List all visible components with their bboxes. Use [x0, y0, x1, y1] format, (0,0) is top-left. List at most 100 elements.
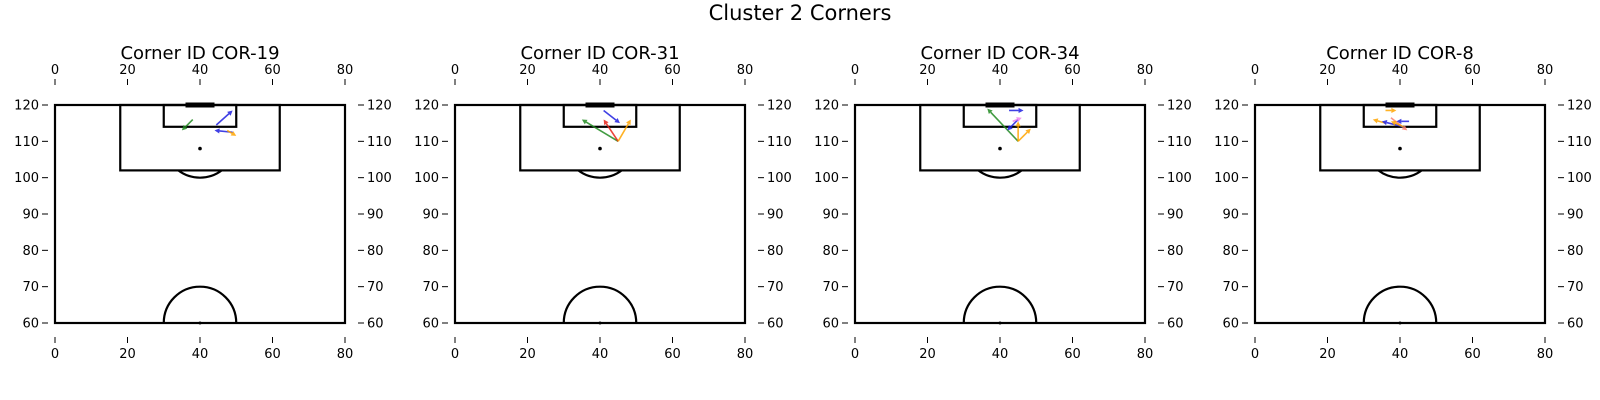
y-tick-label: 110 [414, 135, 439, 150]
y-tick-label: 60 [422, 317, 439, 332]
y-tick-label: 90 [22, 208, 39, 223]
y-tick-label: 100 [367, 171, 392, 186]
y-tick-label: 60 [367, 317, 384, 332]
penalty-spot [998, 146, 1002, 151]
y-tick-label: 90 [1167, 208, 1184, 223]
x-tick-label: 0 [1251, 347, 1259, 362]
penalty-arc [577, 169, 623, 179]
centre-circle [562, 285, 638, 324]
y-tick-label: 100 [767, 171, 792, 186]
y-tick-label: 110 [1567, 135, 1592, 150]
pitch-outline [53, 103, 347, 325]
x-tick-label: 20 [1319, 347, 1336, 362]
corner-pass-arrow [1009, 107, 1024, 114]
corner-pass-arrow [603, 109, 620, 124]
pitch-outline [453, 103, 747, 325]
x-tick-label: 80 [1137, 347, 1154, 362]
arrow-head [1391, 107, 1397, 114]
y-tick-label: 80 [822, 244, 839, 259]
arrow-shaft [1395, 122, 1404, 128]
corner-pass-arrow [1017, 128, 1031, 142]
panel-title: Corner ID COR-31 [520, 43, 679, 64]
arrow-head [1025, 128, 1031, 134]
x-tick-label: 40 [1392, 63, 1409, 78]
pitch-outline [853, 103, 1147, 325]
y-tick-label: 70 [767, 280, 784, 295]
corner-pass-arrow [226, 129, 237, 136]
x-tick-label: 60 [264, 347, 281, 362]
arrow-head [181, 125, 188, 131]
arrow-head [227, 110, 233, 116]
x-tick-label: 0 [451, 347, 459, 362]
x-tick-label: 20 [919, 347, 936, 362]
arrow-shaft [1010, 118, 1019, 128]
y-tick-label: 100 [1567, 171, 1592, 186]
arrow-head [230, 131, 237, 136]
x-tick-label: 40 [992, 347, 1009, 362]
y-tick-label: 70 [822, 280, 839, 295]
x-tick-label: 80 [737, 63, 754, 78]
arrow-shaft [990, 111, 1019, 142]
corner-pass-arrow [987, 108, 1019, 142]
arrow-shaft [617, 123, 629, 142]
x-tick-label: 20 [119, 63, 136, 78]
x-tick-label: 60 [1464, 347, 1481, 362]
x-tick-label: 80 [1537, 63, 1554, 78]
y-tick-label: 110 [1167, 135, 1192, 150]
panel-title: Corner ID COR-19 [120, 43, 279, 64]
y-tick-label: 80 [767, 244, 784, 259]
x-tick-label: 0 [851, 347, 859, 362]
arrow-head [1390, 120, 1397, 126]
pitch-panel: Corner ID COR-34 0 0 20 20 40 40 60 60 80 80 60 60 70… [814, 43, 1192, 362]
y-tick-label: 120 [367, 99, 392, 114]
y-tick-label: 80 [22, 244, 39, 259]
y-tick-label: 120 [1567, 99, 1592, 114]
x-tick-label: 0 [51, 63, 59, 78]
corner-pass-arrow [215, 110, 233, 126]
y-tick-label: 100 [14, 171, 39, 186]
arrow-head [1381, 120, 1388, 126]
y-tick-label: 70 [1222, 280, 1239, 295]
arrow-shaft [215, 113, 230, 126]
corner-pass-arrow [581, 119, 619, 143]
y-tick-label: 70 [367, 280, 384, 295]
arrow-head [1372, 118, 1379, 124]
y-tick-label: 120 [14, 99, 39, 114]
y-tick-label: 90 [822, 208, 839, 223]
x-tick-label: 20 [919, 63, 936, 78]
penalty-spot [198, 146, 202, 151]
y-tick-label: 60 [1167, 317, 1184, 332]
pitch-panel: Corner ID COR-19 0 0 20 20 40 40 60 60 80 80 60 60 70… [14, 43, 392, 362]
centre-spot [998, 321, 1002, 325]
corner-pass-arrow [1012, 117, 1022, 123]
x-tick-label: 40 [192, 347, 209, 362]
y-tick-label: 120 [1214, 99, 1239, 114]
arrow-shaft [605, 123, 619, 142]
corner-pass-arrow [181, 118, 194, 131]
x-tick-label: 40 [592, 63, 609, 78]
y-tick-label: 60 [1222, 317, 1239, 332]
arrow-head [581, 119, 588, 125]
arrow-head [987, 108, 993, 115]
x-tick-label: 20 [519, 347, 536, 362]
y-tick-label: 110 [14, 135, 39, 150]
panel-title: Corner ID COR-8 [1326, 43, 1474, 64]
arrow-shaft [603, 109, 617, 121]
arrow-head [1007, 125, 1013, 131]
panel-title: Corner ID COR-34 [920, 43, 1079, 64]
arrow-head [1018, 107, 1024, 114]
x-tick-label: 60 [664, 63, 681, 78]
y-tick-label: 110 [367, 135, 392, 150]
x-tick-label: 0 [451, 63, 459, 78]
centre-spot [1398, 321, 1402, 325]
figure-title: Cluster 2 Corners [709, 1, 892, 25]
x-tick-label: 60 [1064, 347, 1081, 362]
arrow-head [603, 119, 609, 126]
x-tick-label: 40 [592, 347, 609, 362]
x-tick-label: 0 [851, 63, 859, 78]
y-tick-label: 100 [1214, 171, 1239, 186]
y-tick-label: 110 [814, 135, 839, 150]
centre-spot [198, 321, 202, 325]
x-tick-label: 40 [992, 63, 1009, 78]
